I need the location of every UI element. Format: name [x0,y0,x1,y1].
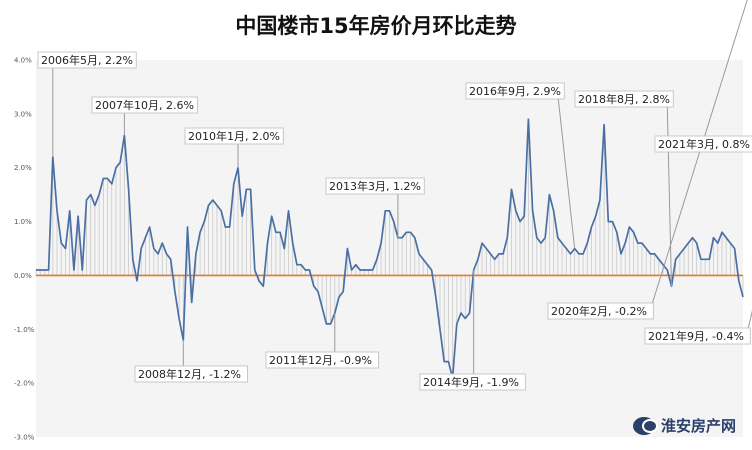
annotation-label: 2016年9月, 2.9% [469,84,561,98]
y-tick-label: 4.0% [14,57,32,65]
annotation-box [265,351,379,369]
annotation-box [91,96,198,114]
annotation-label: 2006年5月, 2.2% [41,53,133,67]
annotation-box [325,177,425,195]
annotation-leader [743,310,752,345]
annotation-box [574,90,674,108]
annotation-box [547,302,654,320]
annotation-label: 2014年9月, -1.9% [423,375,519,389]
y-tick-label: -2.0% [14,380,35,388]
annotation-label: 2011年12月, -0.9% [269,353,372,367]
annotation-box [419,373,526,391]
annotation-box [465,82,565,100]
annotation-label: 2020年2月, -0.2% [551,304,647,318]
annotation-box [654,135,752,153]
annotation-box [644,327,751,345]
annotation-box [184,127,284,145]
y-tick-label: -3.0% [14,434,35,442]
chart-title: 中国楼市15年房价月环比走势 [235,14,517,38]
annotation-box [134,365,248,383]
annotation-label: 2010年1月, 2.0% [188,129,280,143]
annotation-label: 2021年9月, -0.4% [648,329,744,343]
watermark-text: 淮安房产网 [660,417,736,435]
annotation-label: 2018年8月, 2.8% [578,92,670,106]
annotation-leader [557,98,576,249]
watermark: 淮安房产网 [632,415,736,436]
annotation-box [37,51,137,69]
annotation-label: 2013年3月, 1.2% [329,179,421,193]
annotation-leader [646,0,748,320]
annotation-label: 2007年10月, 2.6% [95,98,194,112]
series-line [36,118,744,379]
wechat-icon [632,416,658,435]
annotation-label: 2021年3月, 0.8% [658,137,750,151]
y-tick-label: 1.0% [14,218,32,226]
annotation-leader [746,137,752,153]
annotation-label: 2008年12月, -1.2% [138,367,241,381]
y-tick-label: 2.0% [14,164,32,172]
y-tick-label: 0.0% [14,272,32,280]
y-tick-label: 3.0% [14,110,32,118]
y-tick-label: -1.0% [14,326,35,334]
